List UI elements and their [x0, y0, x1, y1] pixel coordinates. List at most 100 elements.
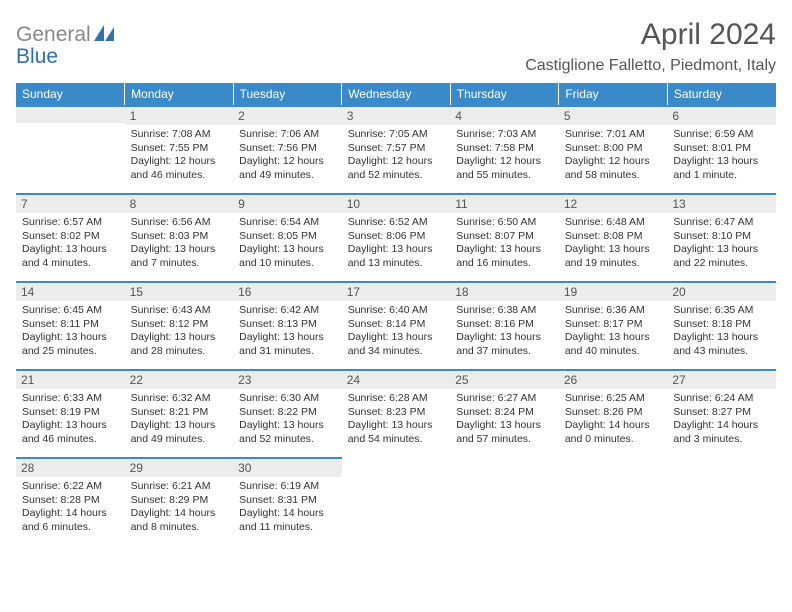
day-cell: 13Sunrise: 6:47 AMSunset: 8:10 PMDayligh…	[667, 193, 776, 281]
day-number: 14	[16, 283, 125, 301]
calendar-week-row: 1 Sunrise: 7:08 AMSunset: 7:55 PMDaylight…	[16, 105, 776, 193]
day-number: 4	[450, 107, 559, 125]
dayname-header: Monday	[125, 83, 234, 105]
day-cell: 3 Sunrise: 7:05 AMSunset: 7:57 PMDaylight…	[342, 105, 451, 193]
day-cell: 10 Sunrise: 6:52 AMSunset: 8:06 PMDayligh…	[342, 193, 451, 281]
day-cell: 9Sunrise: 6:54 AMSunset: 8:05 PMDaylight…	[233, 193, 342, 281]
calendar-week-row: 7Sunrise: 6:57 AMSunset: 8:02 PMDaylight…	[16, 193, 776, 281]
day-info: Sunrise: 7:08 AMSunset: 7:55 PMDaylight:…	[131, 128, 228, 183]
day-info: Sunrise: 6:28 AMSunset: 8:23 PMDaylight:…	[348, 392, 445, 447]
day-cell: 5 Sunrise: 7:01 AMSunset: 8:00 PMDaylight…	[559, 105, 668, 193]
day-info: Sunrise: 6:19 AMSunset: 8:31 PMDaylight:…	[239, 480, 336, 535]
day-info: Sunrise: 6:56 AMSunset: 8:03 PMDaylight:…	[131, 216, 228, 271]
dayname-header: Thursday	[450, 83, 559, 105]
day-number: 20	[667, 283, 776, 301]
logo-text-gray: General	[16, 23, 91, 46]
day-cell: 15Sunrise: 6:43 AMSunset: 8:12 PMDayligh…	[125, 281, 234, 369]
day-cell: 28Sunrise: 6:22 AMSunset: 8:28 PMDayligh…	[16, 457, 125, 545]
calendar-cell: 20 Sunrise: 6:35 AMSunset: 8:18 PMDayligh…	[667, 281, 776, 369]
logo-text-blue: Blue	[16, 45, 58, 68]
calendar-cell: 16 Sunrise: 6:42 AMSunset: 8:13 PMDayligh…	[233, 281, 342, 369]
calendar-cell: 26 Sunrise: 6:25 AMSunset: 8:26 PMDayligh…	[559, 369, 668, 457]
day-cell: 22Sunrise: 6:32 AMSunset: 8:21 PMDayligh…	[125, 369, 234, 457]
day-number: 5	[559, 107, 668, 125]
calendar-cell	[342, 457, 451, 545]
day-number: 21	[16, 371, 125, 389]
day-cell: 8 Sunrise: 6:56 AMSunset: 8:03 PMDaylight…	[125, 193, 234, 281]
day-info: Sunrise: 6:24 AMSunset: 8:27 PMDaylight:…	[673, 392, 770, 447]
calendar-cell: 30 Sunrise: 6:19 AMSunset: 8:31 PMDayligh…	[233, 457, 342, 545]
calendar-cell: 25Sunrise: 6:27 AMSunset: 8:24 PMDayligh…	[450, 369, 559, 457]
day-info: Sunrise: 6:43 AMSunset: 8:12 PMDaylight:…	[131, 304, 228, 359]
day-info: Sunrise: 6:59 AMSunset: 8:01 PMDaylight:…	[673, 128, 770, 183]
calendar-cell: 8 Sunrise: 6:56 AMSunset: 8:03 PMDaylight…	[125, 193, 234, 281]
calendar-cell	[450, 457, 559, 545]
day-info: Sunrise: 6:52 AMSunset: 8:06 PMDaylight:…	[348, 216, 445, 271]
calendar-table: SundayMondayTuesdayWednesdayThursdayFrid…	[16, 83, 776, 545]
calendar-cell: 13Sunrise: 6:47 AMSunset: 8:10 PMDayligh…	[667, 193, 776, 281]
calendar-cell: 14 Sunrise: 6:45 AMSunset: 8:11 PMDayligh…	[16, 281, 125, 369]
dayname-header: Saturday	[667, 83, 776, 105]
calendar-cell: 5 Sunrise: 7:01 AMSunset: 8:00 PMDaylight…	[559, 105, 668, 193]
day-number: 6	[667, 107, 776, 125]
day-cell: 20 Sunrise: 6:35 AMSunset: 8:18 PMDayligh…	[667, 281, 776, 369]
day-info: Sunrise: 6:45 AMSunset: 8:11 PMDaylight:…	[22, 304, 119, 359]
day-number: 19	[559, 283, 668, 301]
day-number: 30	[233, 459, 342, 477]
calendar-cell	[16, 105, 125, 193]
day-cell: 11 Sunrise: 6:50 AMSunset: 8:07 PMDayligh…	[450, 193, 559, 281]
day-cell: 25Sunrise: 6:27 AMSunset: 8:24 PMDayligh…	[450, 369, 559, 457]
day-cell: 29Sunrise: 6:21 AMSunset: 8:29 PMDayligh…	[125, 457, 234, 545]
day-number: 13	[667, 195, 776, 213]
day-info: Sunrise: 6:25 AMSunset: 8:26 PMDaylight:…	[565, 392, 662, 447]
calendar-cell: 19Sunrise: 6:36 AMSunset: 8:17 PMDayligh…	[559, 281, 668, 369]
day-info: Sunrise: 7:05 AMSunset: 7:57 PMDaylight:…	[348, 128, 445, 183]
day-cell: 18Sunrise: 6:38 AMSunset: 8:16 PMDayligh…	[450, 281, 559, 369]
day-number: 8	[125, 195, 234, 213]
calendar-week-row: 14 Sunrise: 6:45 AMSunset: 8:11 PMDayligh…	[16, 281, 776, 369]
dayname-header: Tuesday	[233, 83, 342, 105]
day-cell: 26 Sunrise: 6:25 AMSunset: 8:26 PMDayligh…	[559, 369, 668, 457]
day-number: 11	[450, 195, 559, 213]
calendar-cell: 17Sunrise: 6:40 AMSunset: 8:14 PMDayligh…	[342, 281, 451, 369]
day-number: 7	[16, 195, 125, 213]
day-cell: 7Sunrise: 6:57 AMSunset: 8:02 PMDaylight…	[16, 193, 125, 281]
calendar-head: SundayMondayTuesdayWednesdayThursdayFrid…	[16, 83, 776, 105]
calendar-cell: 24Sunrise: 6:28 AMSunset: 8:23 PMDayligh…	[342, 369, 451, 457]
calendar-week-row: 28Sunrise: 6:22 AMSunset: 8:28 PMDayligh…	[16, 457, 776, 545]
day-number: 1	[125, 107, 234, 125]
day-info: Sunrise: 7:01 AMSunset: 8:00 PMDaylight:…	[565, 128, 662, 183]
day-info: Sunrise: 6:27 AMSunset: 8:24 PMDaylight:…	[456, 392, 553, 447]
calendar-body: 1 Sunrise: 7:08 AMSunset: 7:55 PMDaylight…	[16, 105, 776, 545]
calendar-cell: 21Sunrise: 6:33 AMSunset: 8:19 PMDayligh…	[16, 369, 125, 457]
day-info: Sunrise: 6:30 AMSunset: 8:22 PMDaylight:…	[239, 392, 336, 447]
day-number: 3	[342, 107, 451, 125]
calendar-page: General Blue April 2024 Castiglione Fall…	[0, 0, 792, 563]
calendar-cell: 22Sunrise: 6:32 AMSunset: 8:21 PMDayligh…	[125, 369, 234, 457]
day-number: 22	[125, 371, 234, 389]
day-number: 26	[559, 371, 668, 389]
day-cell: 1 Sunrise: 7:08 AMSunset: 7:55 PMDaylight…	[125, 105, 234, 193]
day-cell: 23Sunrise: 6:30 AMSunset: 8:22 PMDayligh…	[233, 369, 342, 457]
day-cell: 4Sunrise: 7:03 AMSunset: 7:58 PMDaylight…	[450, 105, 559, 193]
day-number: 28	[16, 459, 125, 477]
day-number: 10	[342, 195, 451, 213]
day-info: Sunrise: 6:42 AMSunset: 8:13 PMDaylight:…	[239, 304, 336, 359]
day-cell: 17Sunrise: 6:40 AMSunset: 8:14 PMDayligh…	[342, 281, 451, 369]
day-cell: 27Sunrise: 6:24 AMSunset: 8:27 PMDayligh…	[667, 369, 776, 457]
day-number: 16	[233, 283, 342, 301]
logo-text-block: General Blue	[16, 24, 116, 68]
day-cell: 16 Sunrise: 6:42 AMSunset: 8:13 PMDayligh…	[233, 281, 342, 369]
dayname-header: Sunday	[16, 83, 125, 105]
logo-sail-icon	[94, 25, 116, 46]
day-cell: 14 Sunrise: 6:45 AMSunset: 8:11 PMDayligh…	[16, 281, 125, 369]
day-info: Sunrise: 6:35 AMSunset: 8:18 PMDaylight:…	[673, 304, 770, 359]
calendar-cell: 9Sunrise: 6:54 AMSunset: 8:05 PMDaylight…	[233, 193, 342, 281]
calendar-cell: 12Sunrise: 6:48 AMSunset: 8:08 PMDayligh…	[559, 193, 668, 281]
calendar-cell: 29Sunrise: 6:21 AMSunset: 8:29 PMDayligh…	[125, 457, 234, 545]
day-number: 17	[342, 283, 451, 301]
calendar-cell: 3 Sunrise: 7:05 AMSunset: 7:57 PMDaylight…	[342, 105, 451, 193]
day-info: Sunrise: 6:50 AMSunset: 8:07 PMDaylight:…	[456, 216, 553, 271]
title-block: April 2024 Castiglione Falletto, Piedmon…	[525, 18, 776, 75]
calendar-cell: 4Sunrise: 7:03 AMSunset: 7:58 PMDaylight…	[450, 105, 559, 193]
